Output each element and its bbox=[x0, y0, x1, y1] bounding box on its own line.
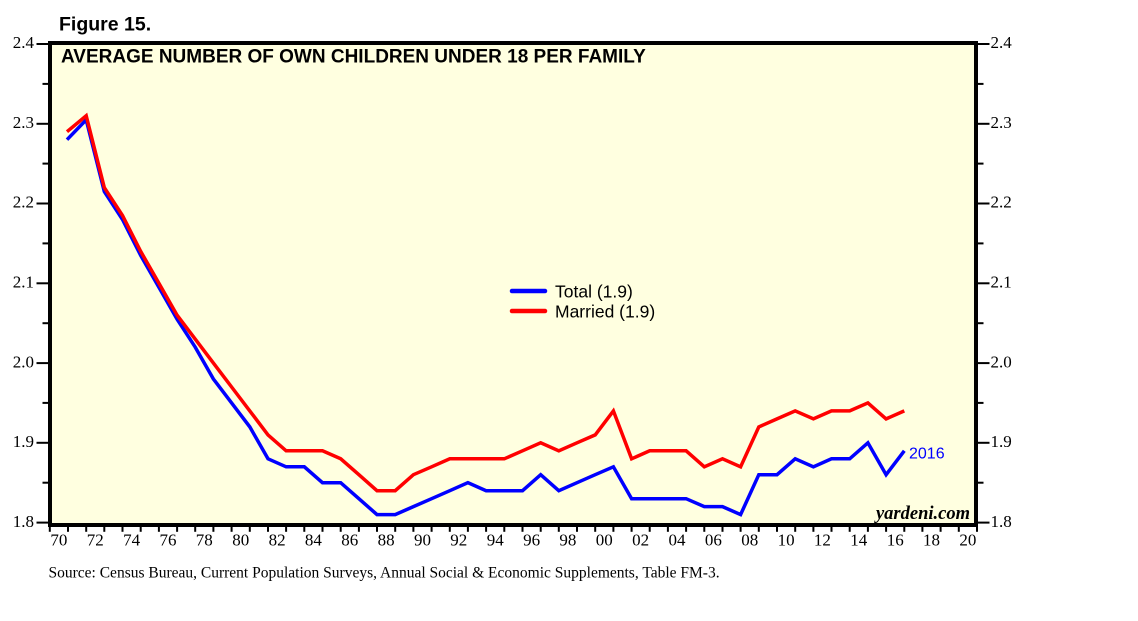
svg-text:2.1: 2.1 bbox=[991, 273, 1012, 292]
svg-text:90: 90 bbox=[414, 530, 431, 549]
svg-text:88: 88 bbox=[378, 530, 395, 549]
svg-text:00: 00 bbox=[596, 530, 613, 549]
svg-text:72: 72 bbox=[87, 530, 104, 549]
svg-text:20: 20 bbox=[959, 530, 976, 549]
svg-text:96: 96 bbox=[523, 530, 540, 549]
svg-text:1.8: 1.8 bbox=[13, 512, 34, 531]
svg-text:2.0: 2.0 bbox=[991, 352, 1012, 371]
svg-text:04: 04 bbox=[669, 530, 687, 549]
svg-text:18: 18 bbox=[923, 530, 940, 549]
svg-text:2.4: 2.4 bbox=[13, 33, 35, 52]
svg-text:78: 78 bbox=[196, 530, 213, 549]
svg-text:86: 86 bbox=[341, 530, 358, 549]
svg-text:Figure 15.: Figure 15. bbox=[59, 13, 151, 35]
svg-text:AVERAGE NUMBER OF OWN CHILDREN: AVERAGE NUMBER OF OWN CHILDREN UNDER 18 … bbox=[61, 46, 646, 67]
svg-text:80: 80 bbox=[232, 530, 249, 549]
svg-text:10: 10 bbox=[778, 530, 795, 549]
svg-text:2016: 2016 bbox=[909, 445, 945, 462]
svg-text:2.2: 2.2 bbox=[13, 193, 34, 212]
svg-text:92: 92 bbox=[450, 530, 467, 549]
svg-text:Married (1.9): Married (1.9) bbox=[555, 302, 655, 322]
svg-text:14: 14 bbox=[850, 530, 868, 549]
svg-text:16: 16 bbox=[887, 530, 904, 549]
svg-text:2.1: 2.1 bbox=[13, 273, 34, 292]
svg-text:1.9: 1.9 bbox=[991, 432, 1012, 451]
svg-text:1.8: 1.8 bbox=[991, 512, 1012, 531]
svg-text:2.4: 2.4 bbox=[991, 33, 1013, 52]
svg-text:2.2: 2.2 bbox=[991, 193, 1012, 212]
svg-text:94: 94 bbox=[487, 530, 505, 549]
svg-text:Total (1.9): Total (1.9) bbox=[555, 282, 633, 302]
svg-text:84: 84 bbox=[305, 530, 323, 549]
svg-text:08: 08 bbox=[741, 530, 758, 549]
svg-text:82: 82 bbox=[269, 530, 286, 549]
svg-text:98: 98 bbox=[559, 530, 576, 549]
svg-text:yardeni.com: yardeni.com bbox=[874, 504, 970, 524]
svg-text:2.3: 2.3 bbox=[991, 113, 1012, 132]
svg-text:70: 70 bbox=[50, 530, 67, 549]
svg-text:02: 02 bbox=[632, 530, 649, 549]
svg-text:76: 76 bbox=[160, 530, 177, 549]
svg-text:2.0: 2.0 bbox=[13, 352, 34, 371]
svg-text:1.9: 1.9 bbox=[13, 432, 34, 451]
svg-text:06: 06 bbox=[705, 530, 722, 549]
svg-text:12: 12 bbox=[814, 530, 831, 549]
svg-text:2.3: 2.3 bbox=[13, 113, 34, 132]
svg-text:74: 74 bbox=[123, 530, 141, 549]
svg-text:Source: Census Bureau, Current: Source: Census Bureau, Current Populatio… bbox=[49, 565, 720, 582]
